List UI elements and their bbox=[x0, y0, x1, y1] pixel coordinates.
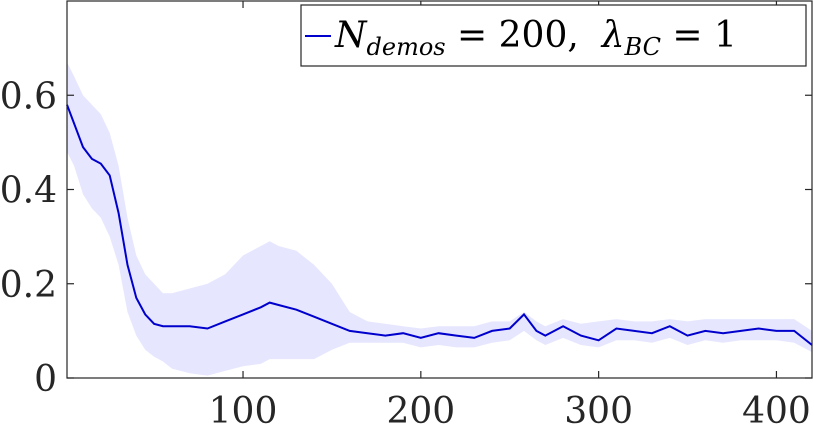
legend-var-lambda: λ bbox=[600, 15, 625, 56]
y-tick-label: 0.4 bbox=[0, 171, 57, 212]
x-tick-label: 400 bbox=[742, 391, 811, 432]
legend: Ndemos = 200, λBC = 1 bbox=[300, 4, 807, 67]
y-tick-label: 0.6 bbox=[0, 76, 57, 117]
mean-line bbox=[66, 104, 813, 346]
legend-sub-bc: BC bbox=[624, 33, 661, 61]
legend-label: Ndemos = 200, λBC = 1 bbox=[334, 15, 737, 61]
std-band bbox=[67, 62, 812, 376]
legend-eq-2: = 1 bbox=[661, 15, 737, 56]
legend-eq-1: = 200, bbox=[446, 15, 602, 56]
x-tick-label: 200 bbox=[386, 391, 455, 432]
y-tick-label: 0.2 bbox=[0, 265, 57, 306]
x-tick-label: 100 bbox=[209, 391, 278, 432]
plot-area bbox=[66, 62, 813, 376]
legend-var-n: N bbox=[334, 15, 368, 56]
legend-box bbox=[300, 4, 807, 67]
x-tick-label: 300 bbox=[564, 391, 633, 432]
y-tick-label: 0 bbox=[34, 359, 57, 400]
legend-sub-demos: demos bbox=[367, 33, 446, 61]
